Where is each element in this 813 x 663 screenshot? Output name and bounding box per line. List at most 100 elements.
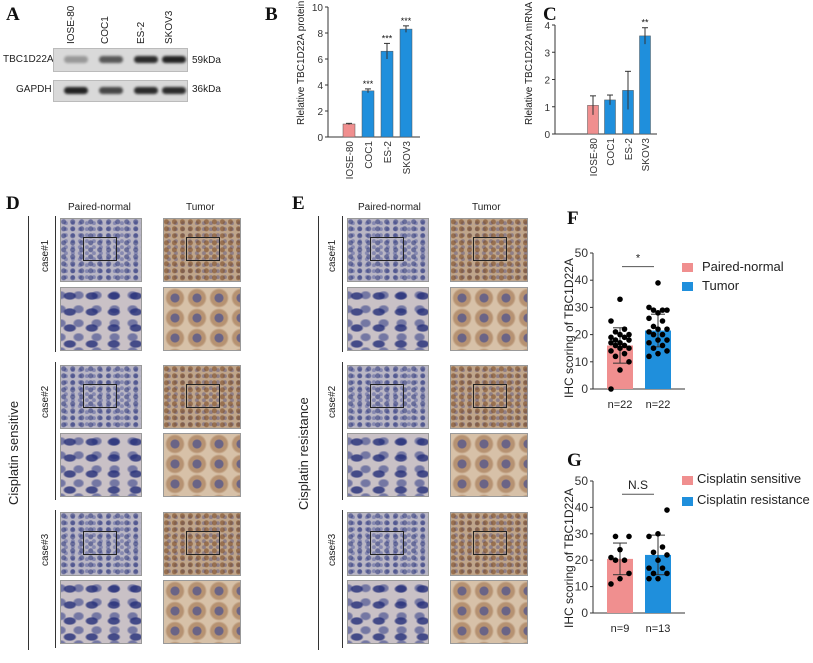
data-point (655, 575, 661, 582)
data-point (621, 557, 628, 563)
panel-label-d: D (6, 193, 20, 214)
blot-row-tbc1d22a (53, 48, 188, 72)
legend-label: Tumor (702, 278, 740, 293)
ihc-image (347, 512, 429, 576)
column-header: Paired-normal (68, 202, 131, 213)
data-point (608, 348, 614, 354)
ihc-image (450, 365, 528, 429)
data-point (621, 334, 628, 341)
data-point (612, 337, 619, 343)
data-point (655, 310, 661, 316)
y-tick-label: 2 (317, 107, 323, 118)
y-tick-label: 10 (575, 580, 589, 594)
data-point (664, 552, 670, 558)
blot-band (99, 87, 123, 94)
bar (380, 50, 394, 138)
y-tick-label: 4 (544, 21, 550, 32)
blot-row-gapdh (53, 80, 188, 102)
panel-label-a: A (6, 4, 20, 25)
x-tick-label: n=9 (611, 623, 630, 635)
zoom-region-box (370, 384, 404, 408)
data-point (626, 337, 632, 343)
significance-marker: ** (641, 18, 649, 28)
data-point (608, 318, 614, 324)
data-point (650, 570, 657, 577)
y-tick-label: 50 (575, 474, 589, 488)
ihc-image (347, 580, 429, 644)
size-label: 36kDa (192, 84, 221, 95)
ihc-image (450, 580, 528, 644)
blot-band (134, 87, 158, 94)
ihc-image (163, 512, 241, 576)
data-point (612, 533, 619, 540)
data-point (608, 554, 614, 561)
data-point (650, 549, 657, 556)
x-tick-label: SKOV3 (402, 141, 413, 175)
x-tick-label: IOSE-80 (345, 141, 356, 180)
blot-band (64, 87, 88, 94)
data-point (626, 331, 632, 338)
ihc-image (60, 433, 142, 497)
y-tick-label: 30 (575, 527, 589, 541)
significance-marker: *** (382, 33, 393, 43)
x-tick-label: SKOV3 (641, 138, 652, 172)
data-point (626, 533, 632, 540)
ihc-image (450, 287, 528, 351)
bar (342, 123, 356, 138)
zoom-region-box (186, 237, 220, 261)
y-tick-label: 20 (575, 553, 589, 567)
blot-band (162, 87, 186, 94)
y-tick-label: 0 (581, 382, 588, 396)
column-header: Tumor (186, 202, 215, 213)
data-point (664, 337, 670, 343)
data-point (612, 329, 619, 335)
bar (361, 90, 375, 138)
ihc-image (163, 580, 241, 644)
ihc-image (60, 365, 142, 429)
data-point (664, 307, 670, 313)
ihc-image (450, 218, 528, 282)
protein-label: TBC1D22A (3, 54, 54, 65)
data-point (608, 386, 614, 392)
ihc-image (60, 512, 142, 576)
panel-label-e: E (292, 193, 305, 214)
data-point (659, 331, 666, 338)
data-point (655, 350, 661, 357)
y-tick-label: 1 (544, 103, 550, 114)
zoom-region-box (186, 531, 220, 555)
column-header: Tumor (472, 202, 501, 213)
x-tick-label: IOSE-80 (589, 138, 600, 177)
ihc-image (60, 218, 142, 282)
zoom-region-box (370, 531, 404, 555)
data-point (655, 557, 661, 563)
data-point (650, 307, 657, 313)
y-tick-label: 0 (581, 606, 588, 620)
ihc-image (450, 512, 528, 576)
ihc-image (60, 580, 142, 644)
size-label: 59kDa (192, 55, 221, 66)
significance-marker: * (636, 253, 641, 265)
data-point (612, 353, 619, 360)
blot-band (99, 56, 123, 63)
y-tick-label: 3 (544, 48, 550, 59)
data-point (655, 337, 661, 343)
ihc-image (163, 433, 241, 497)
data-point (646, 339, 652, 346)
blot-band (64, 56, 88, 63)
y-tick-label: 20 (575, 328, 589, 342)
case-bracket (55, 216, 56, 352)
data-point (617, 339, 623, 346)
panel-label-g: G (567, 450, 582, 471)
legend-swatch-cisplatin-sensitive (682, 476, 693, 485)
legend-swatch-tumor (682, 282, 693, 291)
ihc-image (347, 218, 429, 282)
blot-band (134, 56, 158, 63)
zoom-region-box (83, 237, 117, 261)
y-tick-label: 40 (575, 273, 589, 287)
data-point (659, 307, 666, 313)
data-point (621, 350, 628, 357)
x-tick-label: COC1 (606, 138, 617, 166)
data-point (659, 544, 666, 550)
zoom-region-box (186, 384, 220, 408)
